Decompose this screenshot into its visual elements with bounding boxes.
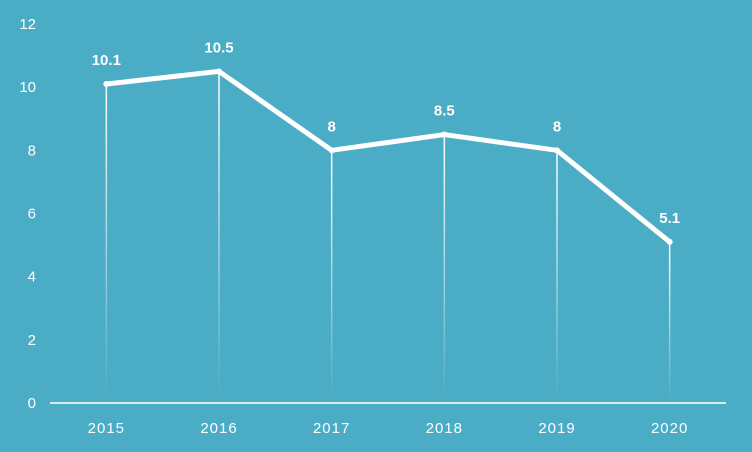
x-tick-label: 2017 <box>313 420 350 437</box>
drop-line <box>556 150 558 403</box>
drop-line <box>330 150 333 403</box>
data-point <box>328 147 335 154</box>
data-label: 8 <box>327 118 335 135</box>
y-tick-label: 4 <box>28 269 36 286</box>
data-point <box>103 81 110 88</box>
data-labels: 10.1 10.5 8 8.5 8 5.1 <box>92 39 680 227</box>
y-tick-label: 0 <box>28 395 36 412</box>
x-tick-label: 2015 <box>88 420 125 437</box>
y-axis-ticks: 0 2 4 6 8 10 12 <box>19 16 36 412</box>
data-point <box>216 68 222 75</box>
x-tick-label: 2016 <box>200 420 237 437</box>
data-points <box>103 68 673 245</box>
drop-line <box>443 134 446 403</box>
y-tick-label: 2 <box>28 332 36 349</box>
drop-line <box>218 71 220 403</box>
data-label: 10.5 <box>204 39 233 56</box>
y-tick-label: 10 <box>19 79 36 96</box>
x-axis-ticks: 2015 2016 2017 2018 2019 2020 <box>88 420 688 437</box>
x-tick-label: 2020 <box>651 420 688 437</box>
drop-line <box>668 241 671 403</box>
data-label: 8 <box>553 118 561 135</box>
y-tick-label: 6 <box>28 206 36 223</box>
x-tick-label: 2019 <box>538 420 575 437</box>
data-point <box>666 238 673 245</box>
y-tick-label: 12 <box>19 16 36 33</box>
data-point <box>441 131 448 138</box>
series-line <box>103 68 673 245</box>
y-tick-label: 8 <box>28 142 36 159</box>
drop-line <box>105 84 108 403</box>
drop-lines <box>105 71 671 403</box>
data-point <box>554 147 560 154</box>
data-label: 5.1 <box>659 210 680 227</box>
data-label: 10.1 <box>92 52 121 69</box>
data-label: 8.5 <box>434 103 455 120</box>
x-tick-label: 2018 <box>426 420 463 437</box>
